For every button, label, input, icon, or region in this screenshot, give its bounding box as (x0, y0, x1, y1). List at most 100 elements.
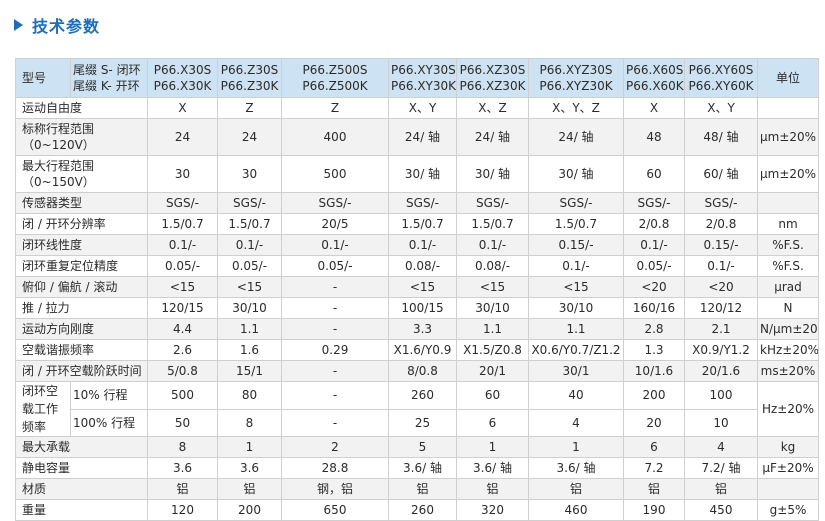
value-cell: 450 (684, 499, 758, 521)
table-row: 闭 / 开环分辨率 1.5/0.7 1.5/0.7 20/5 1.5/0.7 1.5/0.… (15, 213, 819, 235)
unit-cell: μF±20% (757, 457, 819, 479)
value-cell: 6 (623, 436, 685, 458)
table-row: 运动自由度 X Z Z X、Y X、Z X、Y、Z X X、Y (15, 97, 819, 119)
table-row: 最大承载 8 1 2 5 1 1 6 4 kg (15, 436, 819, 458)
value-cell: <15 (456, 276, 529, 298)
model-header: P66.XYZ30S P66.XYZ30K (528, 58, 624, 98)
model-k: P66.XY60K (688, 79, 754, 93)
value-cell: 2.6 (147, 339, 218, 361)
value-cell: 8/0.8 (388, 360, 457, 382)
value-cell: 30/10 (217, 297, 282, 319)
value-cell: 160/16 (623, 297, 685, 319)
value-cell: <20 (684, 276, 758, 298)
model-k: P66.Z500K (302, 79, 368, 93)
value-cell: 100 (684, 381, 758, 410)
value-cell: - (281, 297, 389, 319)
table-row: 材质铝铝钢，铝铝铝铝铝铝 (15, 478, 819, 500)
param-label: 最大行程范围（0~150V） (15, 155, 148, 193)
param-label: 材质 (15, 478, 148, 500)
value-cell: 30/ 轴 (456, 155, 529, 193)
spec-table: 型号 尾缀 S- 闭环 尾缀 K- 开环 P66.X30S P66.X30K P6… (15, 58, 819, 521)
unit-cell (757, 478, 819, 500)
value-cell: 30 (217, 155, 282, 193)
value-cell: 10 (684, 408, 758, 437)
value-cell: X (147, 97, 218, 119)
value-cell: 4 (684, 436, 758, 458)
triangle-bullet-icon (14, 19, 23, 31)
value-cell: 3.6 (217, 457, 282, 479)
value-cell: <20 (623, 276, 685, 298)
model-k: P66.Z30K (220, 79, 279, 93)
value-cell: 48/ 轴 (684, 118, 758, 156)
value-cell: 3.6/ 轴 (456, 457, 529, 479)
table-row: 静电容量 3.6 3.6 28.8 3.6/ 轴 3.6/ 轴 3.6/ 轴 7.2 7.2/ … (15, 457, 819, 479)
unit-cell (757, 97, 819, 119)
value-cell: 铝 (388, 478, 457, 500)
value-cell: 5/0.8 (147, 360, 218, 382)
value-cell: 100/15 (388, 297, 457, 319)
value-cell: 260 (388, 381, 457, 410)
unit-cell: μm±20% (757, 118, 819, 156)
value-cell: 500 (281, 155, 389, 193)
value-cell: 1 (528, 436, 624, 458)
value-cell: 20/1 (456, 360, 529, 382)
param-label: 闭环重复定位精度 (15, 255, 148, 277)
value-cell: SGS/- (623, 192, 685, 214)
value-cell: 0.08/- (456, 255, 529, 277)
param-label: 闭 / 开环分辨率 (15, 213, 148, 235)
model-header: P66.X30S P66.X30K (147, 58, 218, 98)
value-cell: 0.29 (281, 339, 389, 361)
value-cell: 0.05/- (147, 255, 218, 277)
suffix-open-loop: 尾缀 K- 开环 (73, 79, 140, 93)
value-cell: 190 (623, 499, 685, 521)
value-cell: 40 (528, 381, 624, 410)
value-cell: - (281, 381, 389, 410)
value-cell: 30 (147, 155, 218, 193)
param-label: 静电容量 (15, 457, 148, 479)
model-s: P66.X60S (626, 63, 684, 77)
value-cell: 10/1.6 (623, 360, 685, 382)
value-cell: <15 (528, 276, 624, 298)
value-cell: 25 (388, 408, 457, 437)
section-heading: 技术参数 (14, 12, 100, 38)
value-cell: 1 (456, 436, 529, 458)
value-cell: 钢，铝 (281, 478, 389, 500)
value-cell: 0.1/- (623, 234, 685, 256)
value-cell: 460 (528, 499, 624, 521)
value-cell: X (623, 97, 685, 119)
value-cell: SGS/- (528, 192, 624, 214)
value-cell: - (281, 360, 389, 382)
model-k: P66.XZ30K (459, 79, 526, 93)
value-cell: 80 (217, 381, 282, 410)
value-cell: 0.1/- (281, 234, 389, 256)
value-cell: 650 (281, 499, 389, 521)
value-cell: 120 (147, 499, 218, 521)
value-cell: SGS/- (684, 192, 758, 214)
value-cell: SGS/- (217, 192, 282, 214)
param-label: 传感器类型 (15, 192, 148, 214)
value-cell: 15/1 (217, 360, 282, 382)
param-label: 标称行程范围（0~120V） (15, 118, 148, 156)
value-cell: 1.1 (217, 318, 282, 340)
value-cell: 2/0.8 (623, 213, 685, 235)
model-s: P66.X30S (153, 63, 212, 77)
value-cell: 30/ 轴 (388, 155, 457, 193)
unit-cell: N/μm±20% (757, 318, 819, 340)
table-row: 闭环重复定位精度 0.05/- 0.05/- 0.05/- 0.08/- 0.08/- 0.… (15, 255, 819, 277)
value-cell: <15 (147, 276, 218, 298)
value-cell: 0.1/- (147, 234, 218, 256)
value-cell: 3.3 (388, 318, 457, 340)
value-cell: 28.8 (281, 457, 389, 479)
value-cell: 1.1 (528, 318, 624, 340)
table-row: 推 / 拉力 120/15 30/10-100/15 30/10 30/10 160/16… (15, 297, 819, 319)
value-cell: 20/5 (281, 213, 389, 235)
value-cell: 48 (623, 118, 685, 156)
value-cell: 0.08/- (388, 255, 457, 277)
table-row: 传感器类型 SGS/- SGS/- SGS/- SGS/- SGS/- SGS/- SGS/-… (15, 192, 819, 214)
value-cell: 24/ 轴 (456, 118, 529, 156)
value-cell: SGS/- (456, 192, 529, 214)
value-cell: 8 (217, 408, 282, 437)
unit-cell: nm (757, 213, 819, 235)
value-cell: X、Y (388, 97, 457, 119)
